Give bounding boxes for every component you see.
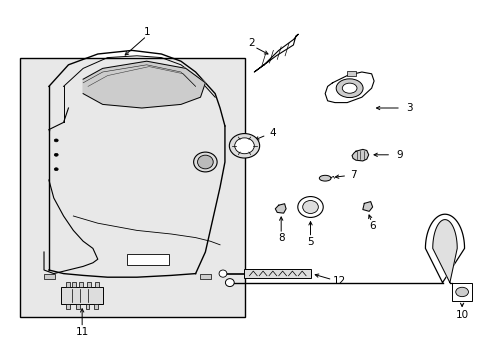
Text: 5: 5 — [306, 237, 313, 247]
Ellipse shape — [193, 152, 217, 172]
Polygon shape — [362, 202, 372, 211]
Bar — [66, 304, 70, 309]
Bar — [72, 282, 76, 287]
Ellipse shape — [229, 134, 259, 158]
Bar — [85, 304, 89, 309]
Text: 4: 4 — [269, 128, 276, 138]
Ellipse shape — [197, 155, 213, 169]
Bar — [94, 304, 98, 309]
Circle shape — [54, 168, 58, 171]
Text: 3: 3 — [406, 103, 412, 113]
Bar — [76, 304, 80, 309]
Bar — [244, 269, 310, 278]
Text: 6: 6 — [368, 221, 375, 231]
Ellipse shape — [342, 83, 356, 93]
Text: 11: 11 — [75, 327, 89, 337]
Polygon shape — [325, 72, 373, 103]
Text: 8: 8 — [277, 233, 284, 243]
Ellipse shape — [319, 175, 330, 181]
Text: 9: 9 — [395, 150, 402, 160]
Ellipse shape — [302, 201, 318, 213]
Ellipse shape — [336, 79, 362, 98]
Text: 12: 12 — [332, 276, 346, 286]
Bar — [79, 282, 83, 287]
Polygon shape — [254, 34, 298, 72]
Ellipse shape — [297, 197, 323, 217]
Polygon shape — [83, 61, 205, 108]
Text: 2: 2 — [248, 38, 255, 48]
Text: 7: 7 — [349, 170, 356, 180]
Bar — [127, 254, 168, 265]
Bar — [66, 282, 70, 287]
Text: 1: 1 — [143, 27, 150, 37]
Bar — [87, 282, 91, 287]
Bar — [44, 274, 55, 279]
Circle shape — [54, 153, 58, 156]
Circle shape — [455, 287, 468, 297]
Polygon shape — [275, 204, 285, 213]
Ellipse shape — [225, 279, 234, 287]
Bar — [200, 274, 211, 279]
Circle shape — [54, 139, 58, 142]
Ellipse shape — [234, 138, 254, 154]
Ellipse shape — [219, 270, 226, 277]
Bar — [20, 58, 244, 317]
Bar — [451, 283, 471, 301]
Polygon shape — [351, 149, 368, 161]
Polygon shape — [432, 220, 456, 283]
Bar — [95, 282, 99, 287]
Polygon shape — [425, 214, 464, 283]
Text: 10: 10 — [455, 310, 468, 320]
Bar — [61, 287, 102, 304]
Bar — [346, 71, 355, 76]
